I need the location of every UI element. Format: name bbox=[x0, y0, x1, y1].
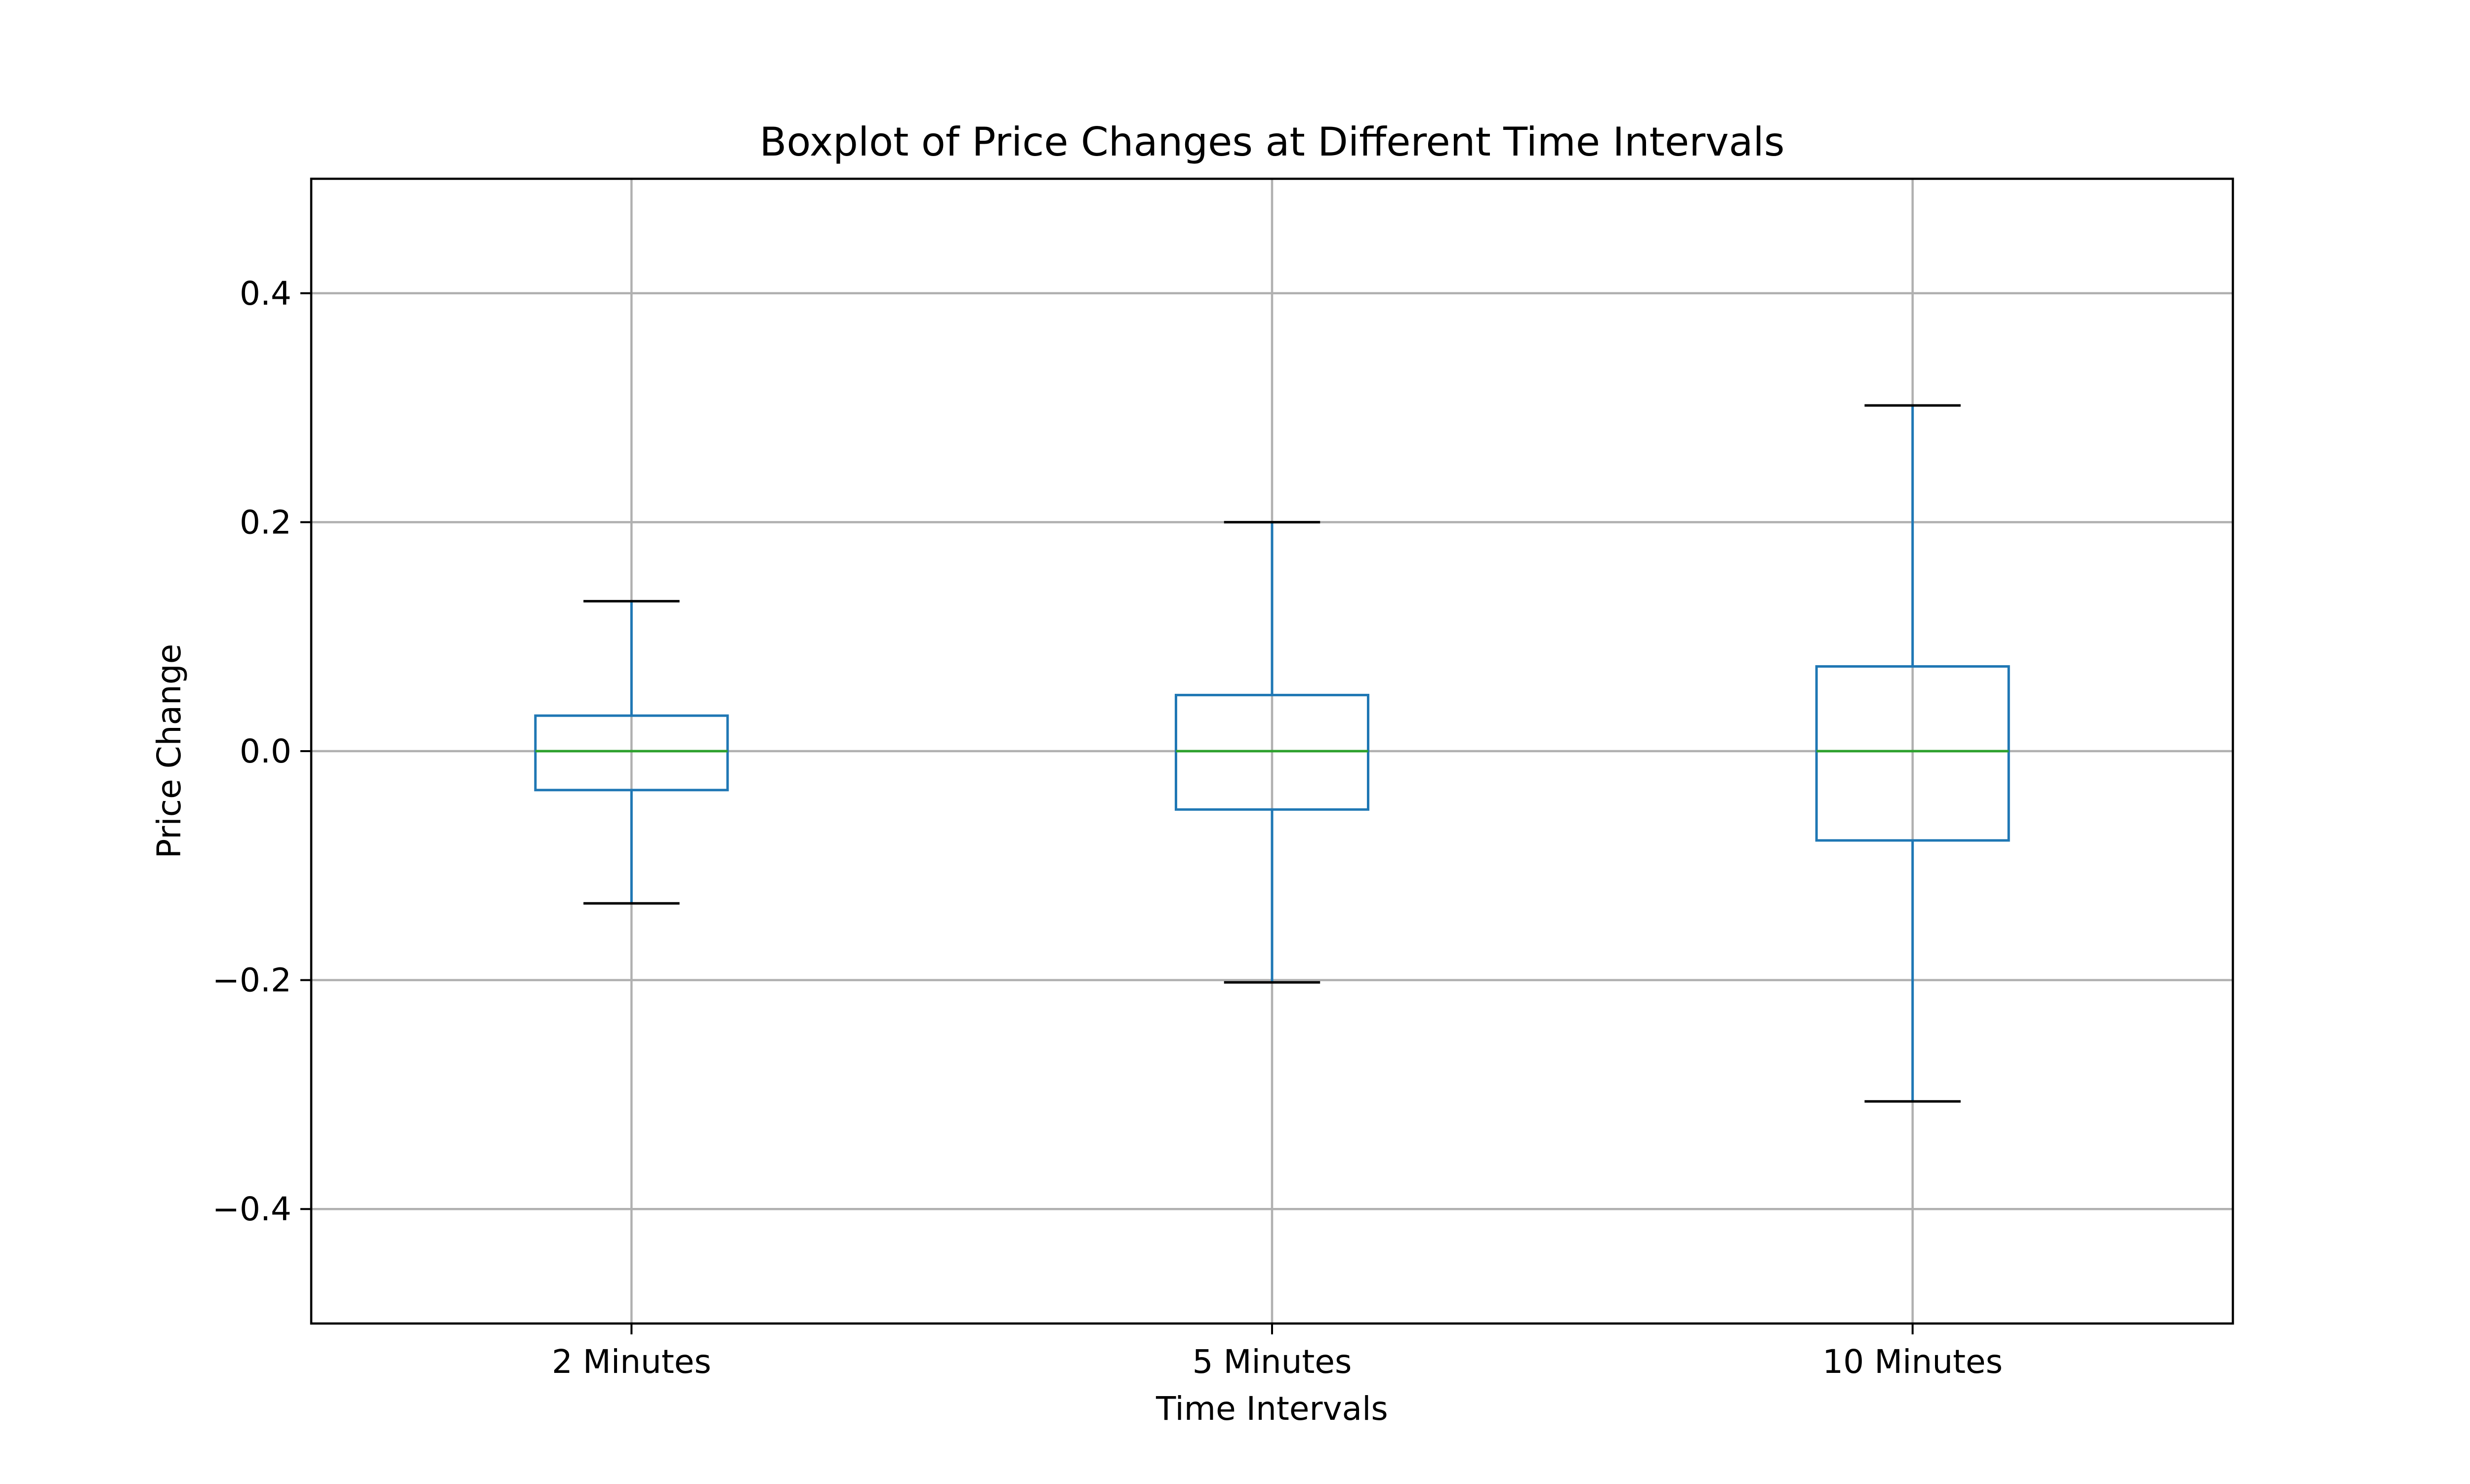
y-axis-label: Price Change bbox=[150, 644, 188, 859]
box-group bbox=[1815, 404, 2010, 1103]
tick-layer: −0.4 −0.2 0.0 0.2 0.4 2 Minutes 5 Minutes 10 Mi… bbox=[212, 275, 2003, 1381]
x-tick-label: 10 Minutes bbox=[1822, 1343, 2003, 1381]
chart-title: Boxplot of Price Changes at Different Ti… bbox=[759, 119, 1784, 165]
x-tick-label: 2 Minutes bbox=[552, 1343, 711, 1381]
box-group bbox=[534, 600, 729, 905]
x-tick-label: 5 Minutes bbox=[1193, 1343, 1352, 1381]
y-tick-label: −0.4 bbox=[212, 1190, 291, 1228]
box-layer bbox=[534, 404, 2010, 1103]
iqr-box bbox=[534, 714, 729, 792]
y-tick-label: 0.4 bbox=[240, 275, 291, 313]
x-axis-label: Time Intervals bbox=[1155, 1390, 1388, 1428]
box-group bbox=[1175, 521, 1369, 984]
iqr-box bbox=[1815, 665, 2010, 842]
y-tick-label: 0.0 bbox=[240, 732, 291, 770]
y-tick-label: −0.2 bbox=[212, 962, 291, 1000]
y-tick-label: 0.2 bbox=[240, 503, 291, 541]
